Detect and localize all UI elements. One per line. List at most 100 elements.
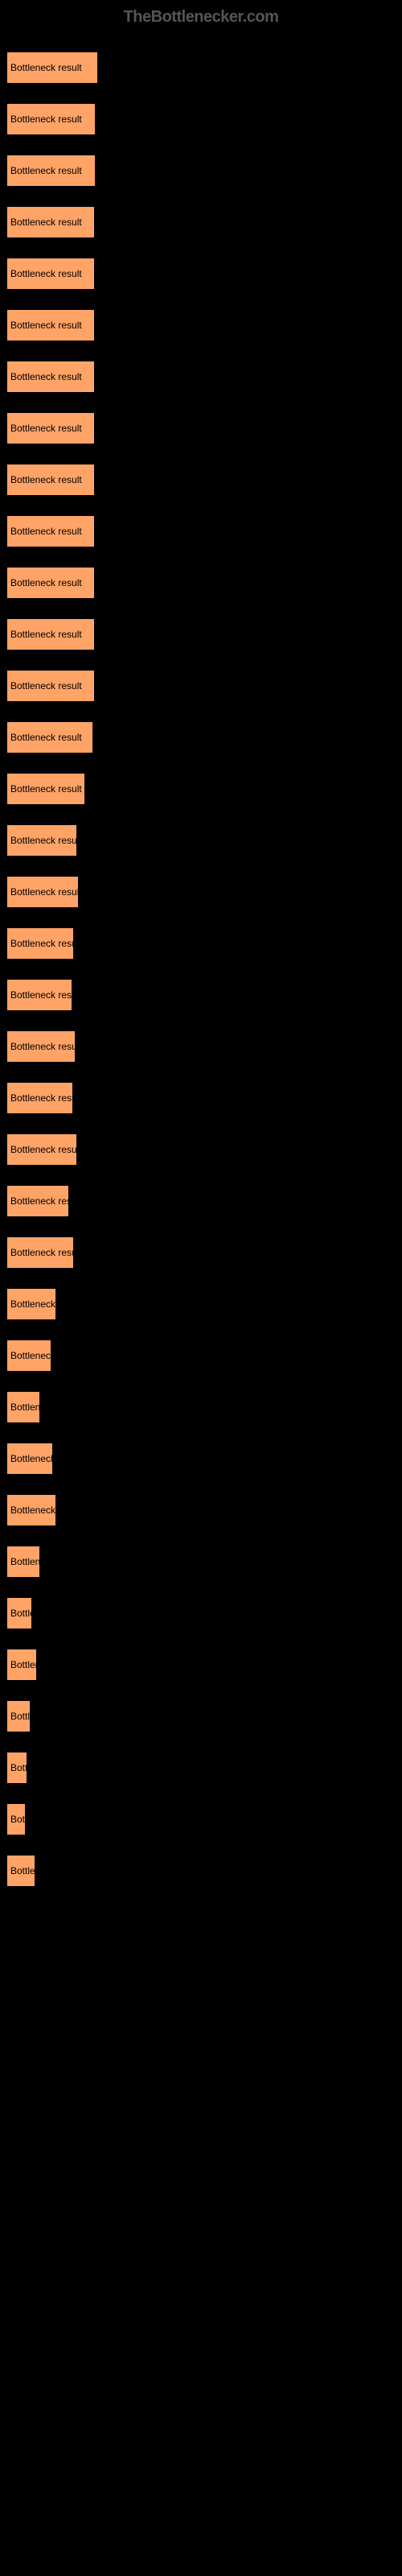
bar-label: Bottleneck result: [10, 629, 82, 640]
chart-row: Bottleneck result: [6, 90, 402, 135]
bar: Bottleneck result: [6, 567, 95, 599]
bar-label: Bottleneck result: [10, 1865, 35, 1876]
chart-row: Bottleneck result: [6, 1739, 402, 1784]
bar-label: Bottleneck result: [10, 1556, 40, 1567]
category-label: [6, 760, 402, 771]
chart-row: Bottleneck result: [6, 1687, 402, 1732]
bar-wrapper: Bottleneck result: [6, 309, 402, 341]
bar-label: Bottleneck result: [10, 1659, 37, 1670]
chart-row: Bottleneck result: [6, 1121, 402, 1166]
bar: Bottleneck result: [6, 1752, 27, 1784]
category-label: [6, 245, 402, 256]
bar-label: Bottleneck result: [10, 1041, 76, 1052]
bar-wrapper: Bottleneck result: [6, 155, 402, 187]
category-label: [6, 1739, 402, 1750]
bar-label: Bottleneck result: [10, 217, 82, 228]
chart-row: Bottleneck result: [6, 1636, 402, 1681]
bar-wrapper: Bottleneck result: [6, 258, 402, 290]
category-label: [6, 1842, 402, 1853]
chart-row: Bottleneck result: [6, 708, 402, 753]
category-label: [6, 1636, 402, 1647]
bar-wrapper: Bottleneck result: [6, 1803, 402, 1835]
bar: Bottleneck result: [6, 103, 96, 135]
category-label: [6, 1481, 402, 1492]
bar-label: Bottleneck result: [10, 886, 79, 898]
bar: Bottleneck result: [6, 464, 95, 496]
bar: Bottleneck result: [6, 515, 95, 547]
chart-row: Bottleneck result: [6, 399, 402, 444]
bar-label: Bottleneck result: [10, 938, 74, 949]
bar-wrapper: Bottleneck result: [6, 1340, 402, 1372]
bar-wrapper: Bottleneck result: [6, 1185, 402, 1217]
bar-wrapper: Bottleneck result: [6, 927, 402, 960]
chart-row: Bottleneck result: [6, 1790, 402, 1835]
bar-wrapper: Bottleneck result: [6, 361, 402, 393]
bar-label: Bottleneck result: [10, 1247, 74, 1258]
bar-wrapper: Bottleneck result: [6, 1133, 402, 1166]
bar-label: Bottleneck result: [10, 1505, 56, 1516]
bar: Bottleneck result: [6, 773, 85, 805]
bar-label: Bottleneck result: [10, 835, 77, 846]
bar-wrapper: Bottleneck result: [6, 464, 402, 496]
bar-label: Bottleneck result: [10, 989, 72, 1001]
chart-row: Bottleneck result: [6, 1172, 402, 1217]
category-label: [6, 811, 402, 823]
chart-row: Bottleneck result: [6, 1842, 402, 1887]
bar: Bottleneck result: [6, 670, 95, 702]
category-label: [6, 142, 402, 153]
bar-wrapper: Bottleneck result: [6, 670, 402, 702]
category-label: [6, 193, 402, 204]
bar-wrapper: Bottleneck result: [6, 618, 402, 650]
bar-label: Bottleneck result: [10, 114, 82, 125]
category-label: [6, 348, 402, 359]
chart-row: Bottleneck result: [6, 914, 402, 960]
category-label: [6, 1069, 402, 1080]
chart-row: Bottleneck result: [6, 245, 402, 290]
category-label: [6, 1275, 402, 1286]
chart-row: Bottleneck result: [6, 811, 402, 857]
chart-row: Bottleneck result: [6, 657, 402, 702]
bar: Bottleneck result: [6, 258, 95, 290]
bar: Bottleneck result: [6, 1700, 31, 1732]
chart-row: Bottleneck result: [6, 1378, 402, 1423]
bar-label: Bottleneck result: [10, 577, 82, 588]
bar: Bottleneck result: [6, 1288, 56, 1320]
chart-row: Bottleneck result: [6, 1275, 402, 1320]
category-label: [6, 1584, 402, 1596]
bar-label: Bottleneck result: [10, 1453, 53, 1464]
bar-wrapper: Bottleneck result: [6, 1443, 402, 1475]
bar-wrapper: Bottleneck result: [6, 721, 402, 753]
bar-wrapper: Bottleneck result: [6, 1082, 402, 1114]
category-label: [6, 657, 402, 668]
bar: Bottleneck result: [6, 1803, 26, 1835]
chart-row: Bottleneck result: [6, 1584, 402, 1629]
bottleneck-bar-chart: Bottleneck result Bottleneck result Bottle…: [0, 39, 402, 1887]
category-label: [6, 1687, 402, 1699]
bar: Bottleneck result: [6, 979, 72, 1011]
chart-row: Bottleneck result: [6, 502, 402, 547]
bar-label: Bottleneck result: [10, 1762, 27, 1773]
chart-row: Bottleneck result: [6, 1224, 402, 1269]
chart-row: Bottleneck result: [6, 863, 402, 908]
chart-row: Bottleneck result: [6, 451, 402, 496]
bar-label: Bottleneck result: [10, 62, 82, 73]
bar-label: Bottleneck result: [10, 320, 82, 331]
category-label: [6, 1224, 402, 1235]
category-label: [6, 1172, 402, 1183]
bar: Bottleneck result: [6, 1082, 73, 1114]
category-label: [6, 863, 402, 874]
category-label: [6, 554, 402, 565]
bar-wrapper: Bottleneck result: [6, 52, 402, 84]
category-label: [6, 39, 402, 50]
bar-wrapper: Bottleneck result: [6, 1288, 402, 1320]
bar-wrapper: Bottleneck result: [6, 1597, 402, 1629]
chart-row: Bottleneck result: [6, 1533, 402, 1578]
category-label: [6, 1121, 402, 1132]
bar: Bottleneck result: [6, 927, 74, 960]
chart-row: Bottleneck result: [6, 605, 402, 650]
bar: Bottleneck result: [6, 876, 79, 908]
category-label: [6, 399, 402, 411]
category-label: [6, 1327, 402, 1338]
chart-row: Bottleneck result: [6, 760, 402, 805]
chart-row: Bottleneck result: [6, 1430, 402, 1475]
